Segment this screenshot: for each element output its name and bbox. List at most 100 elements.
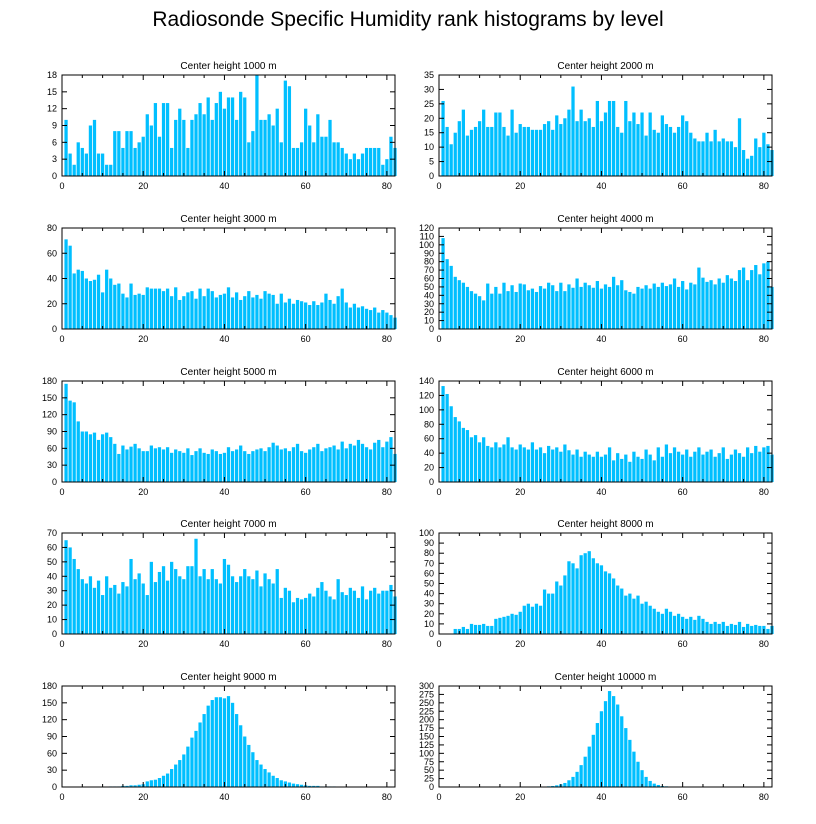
y-tick-label: 40: [47, 274, 57, 284]
histogram-bar: [522, 284, 526, 329]
histogram-bar: [332, 445, 336, 482]
histogram-bar: [316, 443, 320, 482]
x-tick-label: 20: [515, 487, 525, 497]
histogram-bar: [603, 454, 608, 482]
histogram-bar: [174, 764, 178, 787]
histogram-bar: [275, 303, 279, 329]
histogram-bar: [697, 615, 701, 634]
figure-title: Radiosonde Specific Humidity rank histog…: [152, 8, 664, 31]
histogram-bar: [178, 576, 182, 634]
histogram-bar: [648, 112, 652, 176]
histogram-bar: [628, 461, 632, 482]
histogram-bar: [80, 431, 84, 482]
histogram-bar: [68, 547, 72, 634]
histogram-bar: [518, 124, 522, 176]
histogram-bar: [758, 451, 762, 482]
histogram-bar: [263, 573, 267, 634]
histogram-bar: [194, 451, 198, 482]
histogram-bar: [741, 456, 746, 482]
x-tick-label: 40: [219, 334, 229, 344]
histogram-bar: [340, 288, 344, 329]
histogram-panel: Center height 4000 m01020304050607080901…: [419, 214, 774, 344]
histogram-bar: [170, 296, 174, 329]
histogram-bar: [210, 449, 214, 482]
histogram-bar: [198, 288, 202, 329]
histogram-bar: [389, 136, 393, 176]
histogram-bar: [202, 114, 206, 176]
histogram-bar: [681, 281, 685, 329]
y-tick-label: 80: [47, 223, 57, 233]
x-tick-label: 40: [219, 792, 229, 802]
histogram-bar: [312, 301, 316, 329]
y-tick-label: 40: [424, 589, 434, 599]
x-tick-label: 0: [436, 334, 441, 344]
histogram-bar: [72, 164, 76, 176]
histogram-bar: [255, 294, 259, 329]
histogram-bar: [603, 571, 608, 634]
histogram-bar: [547, 445, 551, 482]
histogram-panel: Center height 10000 m 0255075100125150175…: [419, 672, 773, 802]
x-tick-label: 0: [59, 334, 64, 344]
histogram-bar: [356, 439, 361, 482]
y-tick-label: 60: [424, 434, 434, 444]
histogram-bar: [766, 144, 770, 176]
histogram-bar: [660, 456, 664, 482]
histogram-bar: [218, 583, 223, 634]
histogram-bar: [202, 296, 206, 329]
histogram-bar: [105, 164, 109, 176]
histogram-bar: [308, 125, 312, 176]
histogram-bar: [243, 451, 247, 482]
histogram-bar: [385, 441, 389, 482]
histogram-bar: [153, 288, 158, 329]
histogram-bar: [64, 239, 68, 329]
histogram-bar: [389, 437, 393, 482]
histogram-bar: [344, 302, 348, 329]
histogram-bar: [324, 590, 328, 634]
histogram-bar: [746, 623, 750, 634]
histogram-bar: [746, 447, 750, 482]
histogram-bar: [145, 451, 149, 482]
histogram-bar: [291, 783, 296, 787]
histogram-bar: [259, 119, 263, 176]
histogram-bar: [526, 126, 530, 176]
histogram-bar: [340, 592, 344, 634]
histogram-bar: [165, 103, 170, 176]
x-tick-label: 60: [301, 792, 311, 802]
y-tick-label: 90: [47, 427, 57, 437]
y-tick-label: 75: [424, 757, 434, 767]
y-tick-label: 30: [424, 599, 434, 609]
x-tick-label: 0: [59, 487, 64, 497]
histogram-bar: [441, 386, 445, 482]
histogram-bar: [628, 121, 632, 176]
histogram-bar: [571, 454, 575, 482]
histogram-bar: [490, 625, 494, 634]
histogram-bar: [137, 142, 141, 176]
y-tick-label: 250: [419, 698, 434, 708]
histogram-bar: [494, 442, 498, 482]
y-tick-label: 50: [424, 579, 434, 589]
histogram-bar: [729, 278, 734, 329]
y-tick-label: 40: [424, 290, 434, 300]
histogram-bar: [121, 147, 125, 176]
histogram-bar: [725, 625, 729, 634]
histogram-bar: [385, 312, 389, 329]
histogram-bar: [340, 441, 344, 482]
histogram-bar: [291, 303, 296, 329]
histogram-bar: [218, 91, 223, 176]
histogram-bar: [506, 615, 510, 634]
histogram-bar: [275, 569, 279, 634]
y-tick-label: 5: [429, 157, 434, 167]
histogram-bar: [308, 449, 312, 482]
x-tick-label: 0: [59, 181, 64, 191]
histogram-bar: [279, 142, 283, 176]
histogram-bar: [328, 299, 332, 329]
histogram-bar: [153, 448, 158, 482]
x-tick-label: 80: [759, 487, 769, 497]
histogram-bar: [360, 306, 365, 329]
x-tick-label: 0: [436, 792, 441, 802]
histogram-bar: [750, 625, 754, 634]
histogram-bar: [364, 147, 369, 176]
histogram-bar: [210, 291, 214, 329]
histogram-bar: [709, 141, 713, 176]
histogram-bar: [328, 596, 332, 634]
